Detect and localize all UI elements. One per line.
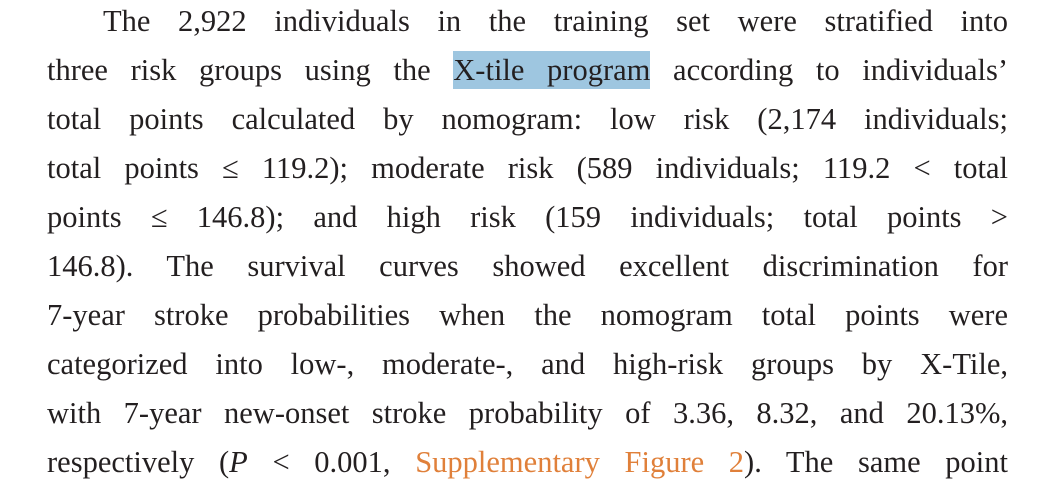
text: total points ≤ 119.2); moderate risk (58…: [47, 151, 1008, 185]
text-line: categorized into low-, moderate-, and hi…: [47, 340, 1008, 388]
text: total points calculated by nomogram: low…: [47, 102, 1008, 136]
text-line: three risk groups using the X-tile progr…: [47, 46, 1008, 94]
text-line: 146.8). The survival curves showed excel…: [47, 242, 1008, 290]
text: 7-year stroke probabilities when the nom…: [47, 298, 1008, 332]
text: categorized into low-, moderate-, and hi…: [47, 347, 1008, 381]
text-line: total points calculated by nomogram: low…: [47, 95, 1008, 143]
text: 146.8). The survival curves showed excel…: [47, 249, 1008, 283]
text: < 0.001,: [247, 445, 416, 479]
text-line: total points ≤ 119.2); moderate risk (58…: [47, 144, 1008, 192]
text: The 2,922 individuals in the training se…: [103, 4, 1008, 38]
highlighted-text: X-tile program: [453, 51, 651, 89]
italic-text: P: [229, 445, 248, 479]
text: with 7-year new-onset stroke probability…: [47, 396, 1008, 430]
text: according to individuals’: [650, 53, 1008, 87]
text: three risk groups using the: [47, 53, 454, 87]
text-line: respectively (P < 0.001, Supplementary F…: [47, 438, 1008, 486]
text-line: points ≤ 146.8); and high risk (159 indi…: [47, 193, 1008, 241]
text-line: The 2,922 individuals in the training se…: [103, 0, 1008, 45]
text: points ≤ 146.8); and high risk (159 indi…: [47, 200, 1008, 234]
text: ). The same point: [744, 445, 1009, 479]
text: respectively (: [47, 445, 230, 479]
text-line: 7-year stroke probabilities when the nom…: [47, 291, 1008, 339]
figure-link[interactable]: Supplementary Figure 2: [415, 445, 745, 479]
text-line: with 7-year new-onset stroke probability…: [47, 389, 1008, 437]
